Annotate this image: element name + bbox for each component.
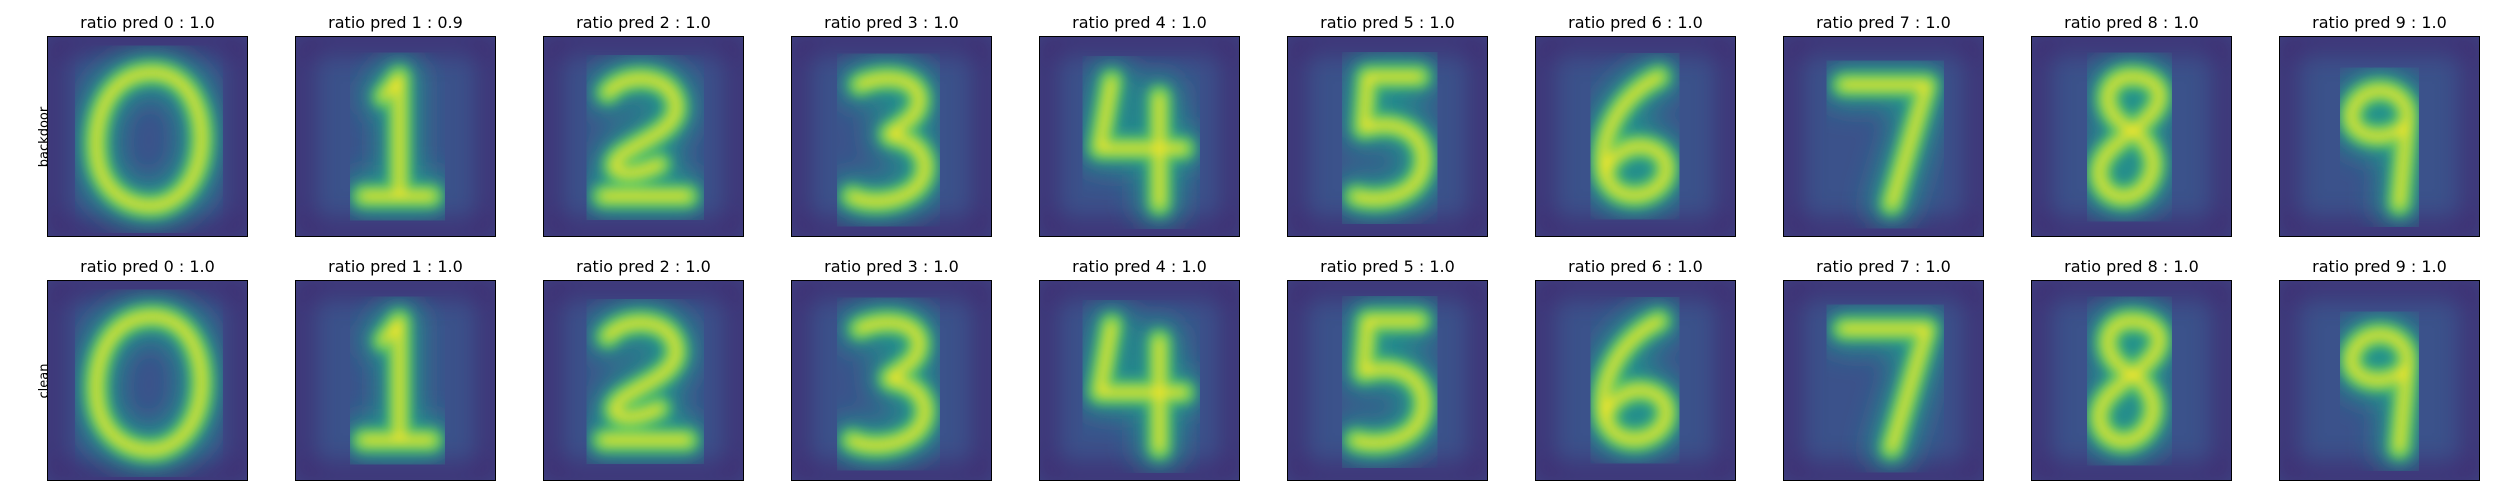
panel-title: ratio pred 8 : 1.0 xyxy=(2064,13,2199,32)
panel-backdoor-2: ratio pred 2 : 1.0 xyxy=(543,10,744,237)
panel-backdoor-6: ratio pred 6 : 1.0 xyxy=(1535,10,1736,237)
panel-title: ratio pred 9 : 1.0 xyxy=(2312,257,2447,276)
saliency-heatmap-image xyxy=(543,280,744,481)
saliency-heatmap-image xyxy=(1039,36,1240,237)
panel-clean-9: ratio pred 9 : 1.0 xyxy=(2279,254,2480,481)
panel-clean-7: ratio pred 7 : 1.0 xyxy=(1783,254,1984,481)
panel-title: ratio pred 3 : 1.0 xyxy=(824,13,959,32)
panel-title: ratio pred 3 : 1.0 xyxy=(824,257,959,276)
saliency-heatmap-image xyxy=(2279,280,2480,481)
panel-title: ratio pred 6 : 1.0 xyxy=(1568,13,1703,32)
saliency-heatmap-image xyxy=(2279,36,2480,237)
saliency-heatmap-image xyxy=(1783,36,1984,237)
saliency-heatmap-image xyxy=(543,36,744,237)
saliency-heatmap-image xyxy=(295,36,496,237)
saliency-heatmap-image xyxy=(791,280,992,481)
saliency-heatmap-image xyxy=(1783,280,1984,481)
panel-clean-3: ratio pred 3 : 1.0 xyxy=(791,254,992,481)
saliency-heatmap-image xyxy=(47,280,248,481)
panel-backdoor-3: ratio pred 3 : 1.0 xyxy=(791,10,992,237)
panel-clean-0: ratio pred 0 : 1.0 xyxy=(47,254,248,481)
panel-title: ratio pred 1 : 1.0 xyxy=(328,257,463,276)
panel-title: ratio pred 0 : 1.0 xyxy=(80,257,215,276)
panel-backdoor-5: ratio pred 5 : 1.0 xyxy=(1287,10,1488,237)
panel-clean-5: ratio pred 5 : 1.0 xyxy=(1287,254,1488,481)
panel-clean-4: ratio pred 4 : 1.0 xyxy=(1039,254,1240,481)
panel-title: ratio pred 5 : 1.0 xyxy=(1320,257,1455,276)
panel-backdoor-8: ratio pred 8 : 1.0 xyxy=(2031,10,2232,237)
panel-title: ratio pred 8 : 1.0 xyxy=(2064,257,2199,276)
saliency-heatmap-image xyxy=(1039,280,1240,481)
saliency-heatmap-image xyxy=(2031,280,2232,481)
saliency-heatmap-image xyxy=(47,36,248,237)
panel-title: ratio pred 1 : 0.9 xyxy=(328,13,463,32)
panel-backdoor-1: ratio pred 1 : 0.9 xyxy=(295,10,496,237)
saliency-heatmap-image xyxy=(1535,36,1736,237)
panel-title: ratio pred 0 : 1.0 xyxy=(80,13,215,32)
panel-backdoor-7: ratio pred 7 : 1.0 xyxy=(1783,10,1984,237)
panel-title: ratio pred 4 : 1.0 xyxy=(1072,13,1207,32)
panel-backdoor-0: ratio pred 0 : 1.0 xyxy=(47,10,248,237)
panel-backdoor-9: ratio pred 9 : 1.0 xyxy=(2279,10,2480,237)
panel-title: ratio pred 2 : 1.0 xyxy=(576,13,711,32)
panel-backdoor-4: ratio pred 4 : 1.0 xyxy=(1039,10,1240,237)
saliency-heatmap-image xyxy=(1287,36,1488,237)
saliency-heatmap-image xyxy=(1287,280,1488,481)
panel-title: ratio pred 5 : 1.0 xyxy=(1320,13,1455,32)
panel-title: ratio pred 4 : 1.0 xyxy=(1072,257,1207,276)
panel-title: ratio pred 6 : 1.0 xyxy=(1568,257,1703,276)
panel-title: ratio pred 7 : 1.0 xyxy=(1816,257,1951,276)
panel-clean-8: ratio pred 8 : 1.0 xyxy=(2031,254,2232,481)
saliency-heatmap-image xyxy=(1535,280,1736,481)
panel-clean-2: ratio pred 2 : 1.0 xyxy=(543,254,744,481)
saliency-heatmap-image xyxy=(791,36,992,237)
panel-clean-6: ratio pred 6 : 1.0 xyxy=(1535,254,1736,481)
panel-clean-1: ratio pred 1 : 1.0 xyxy=(295,254,496,481)
panel-title: ratio pred 7 : 1.0 xyxy=(1816,13,1951,32)
panel-title: ratio pred 2 : 1.0 xyxy=(576,257,711,276)
saliency-heatmap-image xyxy=(295,280,496,481)
saliency-heatmap-image xyxy=(2031,36,2232,237)
panel-title: ratio pred 9 : 1.0 xyxy=(2312,13,2447,32)
